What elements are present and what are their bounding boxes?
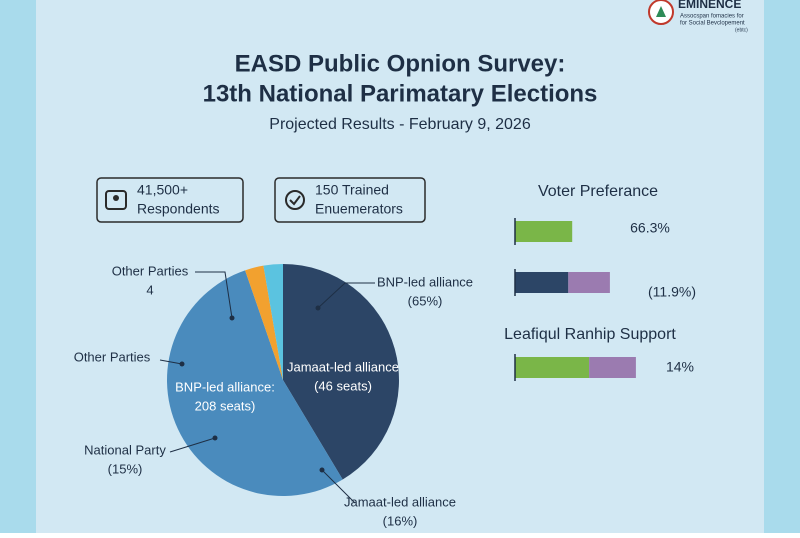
pie-annotation: (46 seats)	[314, 378, 372, 393]
bar-segment	[515, 357, 590, 378]
subtitle: Projected Results - February 9, 2026	[269, 116, 531, 133]
logo-tagline: (ebtc)	[735, 27, 748, 33]
stat-text: Respondents	[137, 201, 220, 217]
pie-slice	[283, 264, 399, 480]
leader-dot	[179, 361, 185, 367]
stat-text: 150 Trained	[315, 182, 389, 198]
leader-line	[159, 359, 183, 365]
pie-annotation: (16%)	[383, 513, 418, 528]
logo-tagline: for Social Bevclopement	[680, 21, 745, 27]
title: 13th National Parimatary Elections	[203, 80, 598, 107]
pie-annotation: Other Parties	[112, 263, 189, 278]
bar-segment	[589, 357, 636, 378]
stat-icon	[285, 190, 305, 210]
pie-slice	[245, 265, 283, 380]
stat-text: 41,500+	[137, 182, 188, 198]
pie-annotation: 4	[146, 282, 153, 297]
pie-annotation: 208 seats)	[195, 398, 256, 413]
leader-line	[195, 271, 233, 319]
pie-annotation: Jamaat-led alliance	[287, 359, 399, 374]
stat-icon	[289, 195, 301, 206]
stat-box	[274, 177, 426, 223]
pie-annotation: BNP-led alliance:	[175, 379, 275, 394]
pie-annotation: (15%)	[108, 461, 143, 476]
leader-line	[321, 469, 356, 504]
logo-name: EMINENCE	[678, 0, 741, 11]
stat-icon	[105, 190, 127, 210]
bar-label: 66.3%	[630, 220, 670, 236]
leader-line	[317, 282, 375, 309]
bar-label: (11.9%)	[648, 284, 696, 300]
leader-dot	[212, 435, 218, 441]
bar-segment	[515, 221, 573, 242]
pie-annotation: BNP-led alliance	[377, 274, 473, 289]
bar-label: 14%	[666, 359, 694, 375]
leader-line	[169, 437, 216, 453]
bar-segment	[568, 272, 610, 293]
pie-annotation: (65%)	[408, 293, 443, 308]
bar-subtitle: Leafiqul Ranhip Support	[504, 326, 676, 343]
stat-icon	[113, 195, 119, 201]
pie-annotation: Jamaat-led alliance	[344, 494, 456, 509]
title: EASD Public Opnion Survey:	[235, 50, 566, 77]
bar-segment	[515, 272, 569, 293]
pie-annotation: National Party	[84, 442, 166, 457]
leader-dot	[229, 315, 235, 321]
leader-dot	[315, 305, 321, 311]
bar-title: Voter Preferance	[538, 183, 658, 200]
stat-box	[96, 177, 244, 223]
pie-annotation: Other Parties	[74, 349, 151, 364]
panel	[36, 0, 764, 533]
logo-leaf	[656, 6, 666, 17]
logo-tagline: Assocspan fomacies for	[680, 14, 744, 20]
pie-slice	[263, 264, 283, 380]
leader-dot	[319, 467, 325, 473]
stat-text: Enuemerators	[315, 201, 403, 217]
